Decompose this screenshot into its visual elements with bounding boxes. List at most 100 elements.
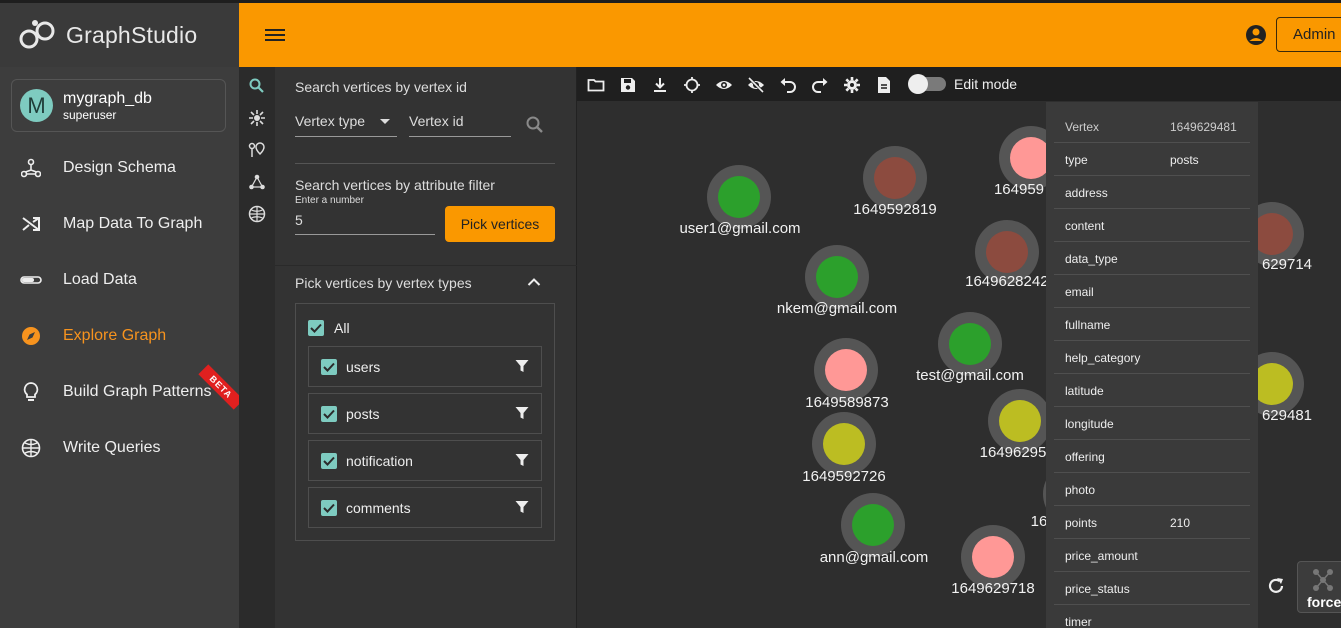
edit-mode-label: Edit mode — [954, 76, 1018, 92]
search-submit-icon[interactable] — [525, 115, 545, 135]
vertex-type-row-posts[interactable]: posts — [308, 393, 542, 434]
admin-button[interactable]: Admin — [1276, 17, 1341, 52]
bulb-icon — [20, 381, 42, 403]
shuffle-icon — [20, 213, 42, 235]
vertex-attribute-row: photo — [1054, 473, 1250, 506]
checkbox-checked-icon[interactable] — [321, 405, 337, 422]
vertex-type-label: notification — [346, 452, 413, 469]
vertex-label: 1649592726 — [802, 468, 886, 485]
progress-bar-icon — [20, 269, 42, 291]
attribute-key: longitude — [1065, 417, 1114, 431]
save-icon[interactable] — [619, 76, 637, 94]
vertex-attribute-row: email — [1054, 275, 1250, 308]
nav-item-design-schema[interactable]: Design Schema — [0, 148, 239, 188]
graph-canvas[interactable]: Edit mode user1@gmail.com 1649592819 164… — [577, 67, 1341, 628]
nav-item-label: Map Data To Graph — [63, 215, 203, 232]
nav-item-label: Explore Graph — [63, 327, 167, 344]
attribute-key: help_category — [1065, 351, 1141, 365]
vertex-attribute-row: content — [1054, 209, 1250, 242]
nav-item-write-queries[interactable]: Write Queries — [0, 428, 239, 468]
attribute-key: content — [1065, 219, 1105, 233]
vertex-label: 164959 — [993, 181, 1045, 198]
settings-gear-icon[interactable] — [843, 76, 861, 94]
attribute-value: posts — [1170, 153, 1199, 167]
attribute-number-input[interactable]: 5 — [295, 212, 435, 235]
account-circle-icon[interactable] — [1245, 24, 1267, 46]
layout-force-button[interactable]: force — [1297, 561, 1341, 613]
left-navigation: GraphStudio M mygraph_db superuser Desig… — [0, 3, 244, 628]
vertex-label: 16496282420 — [965, 273, 1057, 290]
top-header: Admin — [239, 3, 1341, 67]
vertex-id-input[interactable]: Vertex id — [409, 113, 511, 137]
nav-item-map-data[interactable]: Map Data To Graph — [0, 204, 239, 244]
vertex-attribute-row: longitude — [1054, 407, 1250, 440]
vertex-type-label: posts — [346, 405, 380, 422]
vertex-type-row-users[interactable]: users — [308, 346, 542, 387]
vertex-type-select[interactable]: Vertex type — [295, 113, 397, 137]
path-finding-icon[interactable] — [248, 141, 266, 159]
locate-icon[interactable] — [683, 76, 701, 94]
undo-icon[interactable] — [779, 76, 797, 94]
vertex-attributes-panel: Vertex 1649629481 type posts address conten… — [1046, 102, 1258, 628]
checkbox-checked-icon[interactable] — [321, 452, 337, 469]
filter-icon[interactable] — [515, 406, 529, 420]
vertex-type-row-notification[interactable]: notification — [308, 440, 542, 481]
filter-icon[interactable] — [515, 453, 529, 467]
expand-icon[interactable] — [248, 109, 266, 127]
vertex-label: ann@gmail.com — [819, 549, 929, 566]
show-icon[interactable] — [715, 76, 733, 94]
search-icon[interactable] — [248, 77, 266, 95]
vertex-attribute-row: address — [1054, 176, 1250, 209]
toggle-knob — [908, 74, 928, 94]
checkbox-checked-icon[interactable] — [321, 358, 337, 375]
pick-by-type-title: Pick vertices by vertex types — [295, 275, 472, 291]
nav-item-build-graph-patterns[interactable]: Build Graph Patterns BETA — [0, 364, 244, 412]
graph-selector[interactable]: M mygraph_db superuser — [11, 79, 226, 132]
filter-icon[interactable] — [515, 359, 529, 373]
download-icon[interactable] — [651, 76, 669, 94]
redo-icon[interactable] — [811, 76, 829, 94]
vertex-label: nkem@gmail.com — [776, 300, 898, 317]
attribute-key: latitude — [1065, 384, 1104, 398]
chevron-up-icon[interactable] — [527, 277, 541, 287]
vertex-label: 1649589873 — [805, 394, 889, 411]
graphstudio-logo-icon — [19, 20, 55, 49]
folder-open-icon[interactable] — [587, 76, 605, 94]
attribute-key: type — [1065, 153, 1088, 167]
vertex-attribute-row: price_amount — [1054, 539, 1250, 572]
graph-algorithm-icon[interactable] — [248, 173, 266, 191]
force-layout-icon — [1313, 569, 1333, 591]
vertex-label: 629481 — [1261, 407, 1313, 424]
query-globe-icon[interactable] — [248, 205, 266, 223]
number-input-hint: Enter a number — [295, 195, 364, 206]
nav-item-load-data[interactable]: Load Data — [0, 260, 239, 300]
select-all-checkbox[interactable]: All — [308, 320, 350, 336]
dropdown-arrow-icon — [380, 119, 390, 124]
section-divider — [275, 265, 577, 266]
vertex-type-label: users — [346, 358, 381, 375]
vertex-type-label: comments — [346, 499, 411, 516]
search-by-attribute-title: Search vertices by attribute filter — [295, 177, 495, 193]
filter-icon[interactable] — [515, 500, 529, 514]
vertex-label: 1649592819 — [853, 201, 937, 218]
vertex-label: user1@gmail.com — [679, 220, 801, 237]
app-logo[interactable]: GraphStudio — [0, 3, 239, 67]
refresh-icon[interactable] — [1266, 576, 1286, 596]
attribute-key: price_amount — [1065, 549, 1138, 563]
nav-item-label: Build Graph Patterns — [63, 383, 212, 400]
vertex-type-row-comments[interactable]: comments — [308, 487, 542, 528]
hide-icon[interactable] — [747, 76, 765, 94]
graph-name: mygraph_db — [63, 89, 152, 107]
attribute-key: data_type — [1065, 252, 1118, 266]
nav-item-explore-graph[interactable]: Explore Graph — [0, 316, 239, 356]
search-panel: Search vertices by vertex id Vertex type… — [275, 67, 577, 628]
edit-mode-toggle[interactable] — [908, 74, 946, 94]
hamburger-menu-icon[interactable] — [265, 26, 285, 44]
pick-vertices-button[interactable]: Pick vertices — [445, 206, 555, 242]
compass-icon — [20, 325, 42, 347]
vertex-attribute-row: fullname — [1054, 308, 1250, 341]
globe-icon — [20, 437, 42, 459]
checkbox-checked-icon[interactable] — [321, 499, 337, 516]
attribute-key: price_status — [1065, 582, 1130, 596]
document-icon[interactable] — [875, 76, 893, 94]
